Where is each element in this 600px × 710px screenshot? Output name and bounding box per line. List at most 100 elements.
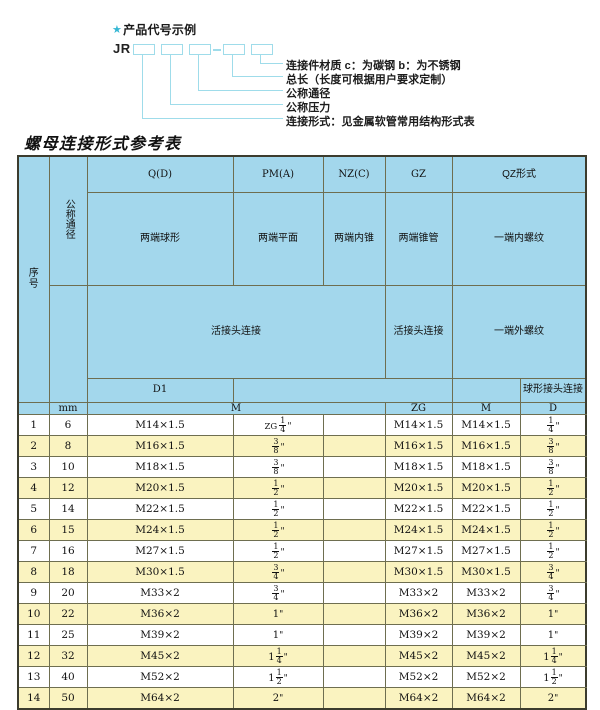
cell-gz-zg: 3 8 ": [232, 435, 324, 457]
cell-nominal-diameter: 20: [48, 582, 88, 604]
table-row: 4 12 M20×1.5 1 2 " M20×1.5 M20×1.5 1 2 ": [17, 477, 587, 499]
cell-thread-m: M20×1.5: [86, 477, 234, 499]
cell-qg-m: M27×1.5: [451, 540, 521, 562]
header-unit-qz-d: D: [519, 401, 587, 415]
header-unit-index: [17, 401, 50, 415]
cell-thread-m: M52×2: [86, 666, 234, 688]
star-icon: ★: [112, 24, 123, 36]
leader-line-5: [142, 55, 283, 119]
header-desc1-nzc: 两端内锥: [322, 191, 386, 286]
cell-qg-m: M30×1.5: [451, 561, 521, 583]
cell-thread-m: M14×1.5: [86, 414, 234, 436]
cell-qz-d: M52×2: [384, 666, 453, 688]
cell-gz-zg: 1 2 ": [232, 498, 324, 520]
cell-gz-zg: 1": [232, 624, 324, 646]
header-d1-label: D1: [86, 377, 234, 403]
header-desc1-pma: 两端平面: [232, 191, 324, 286]
cell-nominal-diameter: 25: [48, 624, 88, 646]
cell-qz-d: M45×2: [384, 645, 453, 667]
code-box-5: [251, 44, 273, 55]
leader-line-3: [198, 55, 283, 91]
cell-qg-m: M52×2: [451, 666, 521, 688]
cell-gz-zg: 3 4 ": [232, 561, 324, 583]
cell-qg-m: M18×1.5: [451, 456, 521, 478]
leader-line-4: [170, 55, 283, 105]
cell-index: 7: [17, 540, 50, 562]
cell-nominal-diameter: 14: [48, 498, 88, 520]
cell-index: 14: [17, 687, 50, 709]
cell-gz-zg: 1 1 4 ": [232, 645, 324, 667]
cell-nominal-diameter: 8: [48, 435, 88, 457]
cell-gz-zg: 1 2 ": [232, 477, 324, 499]
cell-thread-m: M30×1.5: [86, 561, 234, 583]
cell-gz-zg: 1 1 2 ": [232, 666, 324, 688]
cell-index: 9: [17, 582, 50, 604]
cell-qz-m: [322, 477, 386, 499]
cell-nominal-diameter: 40: [48, 666, 88, 688]
cell-qz-m: [322, 519, 386, 541]
cell-index: 10: [17, 603, 50, 625]
cell-gz-zg: 1 2 ": [232, 519, 324, 541]
code-box-2: [161, 44, 183, 55]
leader-line-1: [260, 55, 283, 64]
cell-nominal-diameter: 15: [48, 519, 88, 541]
cell-qg-zg: 1": [519, 624, 587, 646]
annotation-label-5: 连接形式：见金属软管常用结构形式表: [286, 116, 475, 128]
cell-qz-d: M14×1.5: [384, 414, 453, 436]
cell-qg-zg: 1 1 4 ": [519, 645, 587, 667]
table-row: 6 15 M24×1.5 1 2 " M24×1.5 M24×1.5 1 2 ": [17, 519, 587, 541]
cell-qz-d: M16×1.5: [384, 435, 453, 457]
cell-qg-zg: 3 4 ": [519, 561, 587, 583]
header-group-qd: Q(D): [86, 155, 234, 193]
annotation-label-1: 连接件材质 c：为碳钢 b：为不锈钢: [286, 60, 461, 72]
cell-nominal-diameter: 16: [48, 540, 88, 562]
header-group-nzc: NZ(C): [322, 155, 386, 193]
header-dn: 公称通径: [48, 155, 88, 286]
header-unit-zg: ZG: [384, 401, 453, 415]
table-row: 9 20 M33×2 3 4 " M33×2 M33×2 3 4 ": [17, 582, 587, 604]
cell-gz-zg: 3 8 ": [232, 456, 324, 478]
header-index: 序 号: [17, 155, 50, 403]
code-dash: [213, 49, 221, 51]
cell-qg-m: M39×2: [451, 624, 521, 646]
cell-qz-d: M36×2: [384, 603, 453, 625]
header-desc1-qz: 一端内螺纹: [451, 191, 587, 286]
cell-index: 3: [17, 456, 50, 478]
header-index-label-1: 序: [28, 267, 39, 279]
annotation-label-2: 总长（长度可根据用户要求定制）: [286, 74, 453, 86]
code-prefix-label: JR: [113, 41, 131, 56]
header-desc3-qz: 球形接头连接: [519, 377, 587, 403]
header-group-qz: QZ形式: [451, 155, 587, 193]
header-row-group-codes: 序 号 公称通径 Q(D) PM(A) NZ(C) GZ QZ形式 QG形式: [17, 155, 587, 403]
cell-thread-m: M45×2: [86, 645, 234, 667]
header-group-gz: GZ: [384, 155, 453, 193]
cell-gz-zg: 1": [232, 603, 324, 625]
code-box-3: [189, 44, 211, 55]
table-row: 10 22 M36×2 1" M36×2 M36×2 1": [17, 603, 587, 625]
cell-qg-zg: 1 2 ": [519, 519, 587, 541]
table-row: 12 32 M45×2 1 1 4 " M45×2 M45×2 1 1 4 ": [17, 645, 587, 667]
cell-qg-zg: 1 2 ": [519, 477, 587, 499]
cell-qz-m: [322, 666, 386, 688]
header-desc1-gz: 两端锥管: [384, 191, 453, 286]
table-title: 螺母连接形式参考表: [24, 134, 182, 153]
cell-qz-m: [322, 456, 386, 478]
cell-thread-m: M24×1.5: [86, 519, 234, 541]
cell-qz-d: M22×1.5: [384, 498, 453, 520]
cell-thread-m: M16×1.5: [86, 435, 234, 457]
code-box-4: [223, 44, 245, 55]
cell-qg-m: M14×1.5: [451, 414, 521, 436]
cell-index: 13: [17, 666, 50, 688]
cell-thread-m: M22×1.5: [86, 498, 234, 520]
cell-index: 12: [17, 645, 50, 667]
cell-index: 5: [17, 498, 50, 520]
cell-qg-zg: 1 1 2 ": [519, 666, 587, 688]
annotation-label-4: 公称压力: [286, 102, 331, 114]
cell-qz-d: M27×1.5: [384, 540, 453, 562]
cell-index: 8: [17, 561, 50, 583]
cell-qz-m: [322, 435, 386, 457]
cell-qz-m: [322, 603, 386, 625]
header-desc2-gz: 活接头连接: [384, 284, 453, 379]
cell-index: 2: [17, 435, 50, 457]
